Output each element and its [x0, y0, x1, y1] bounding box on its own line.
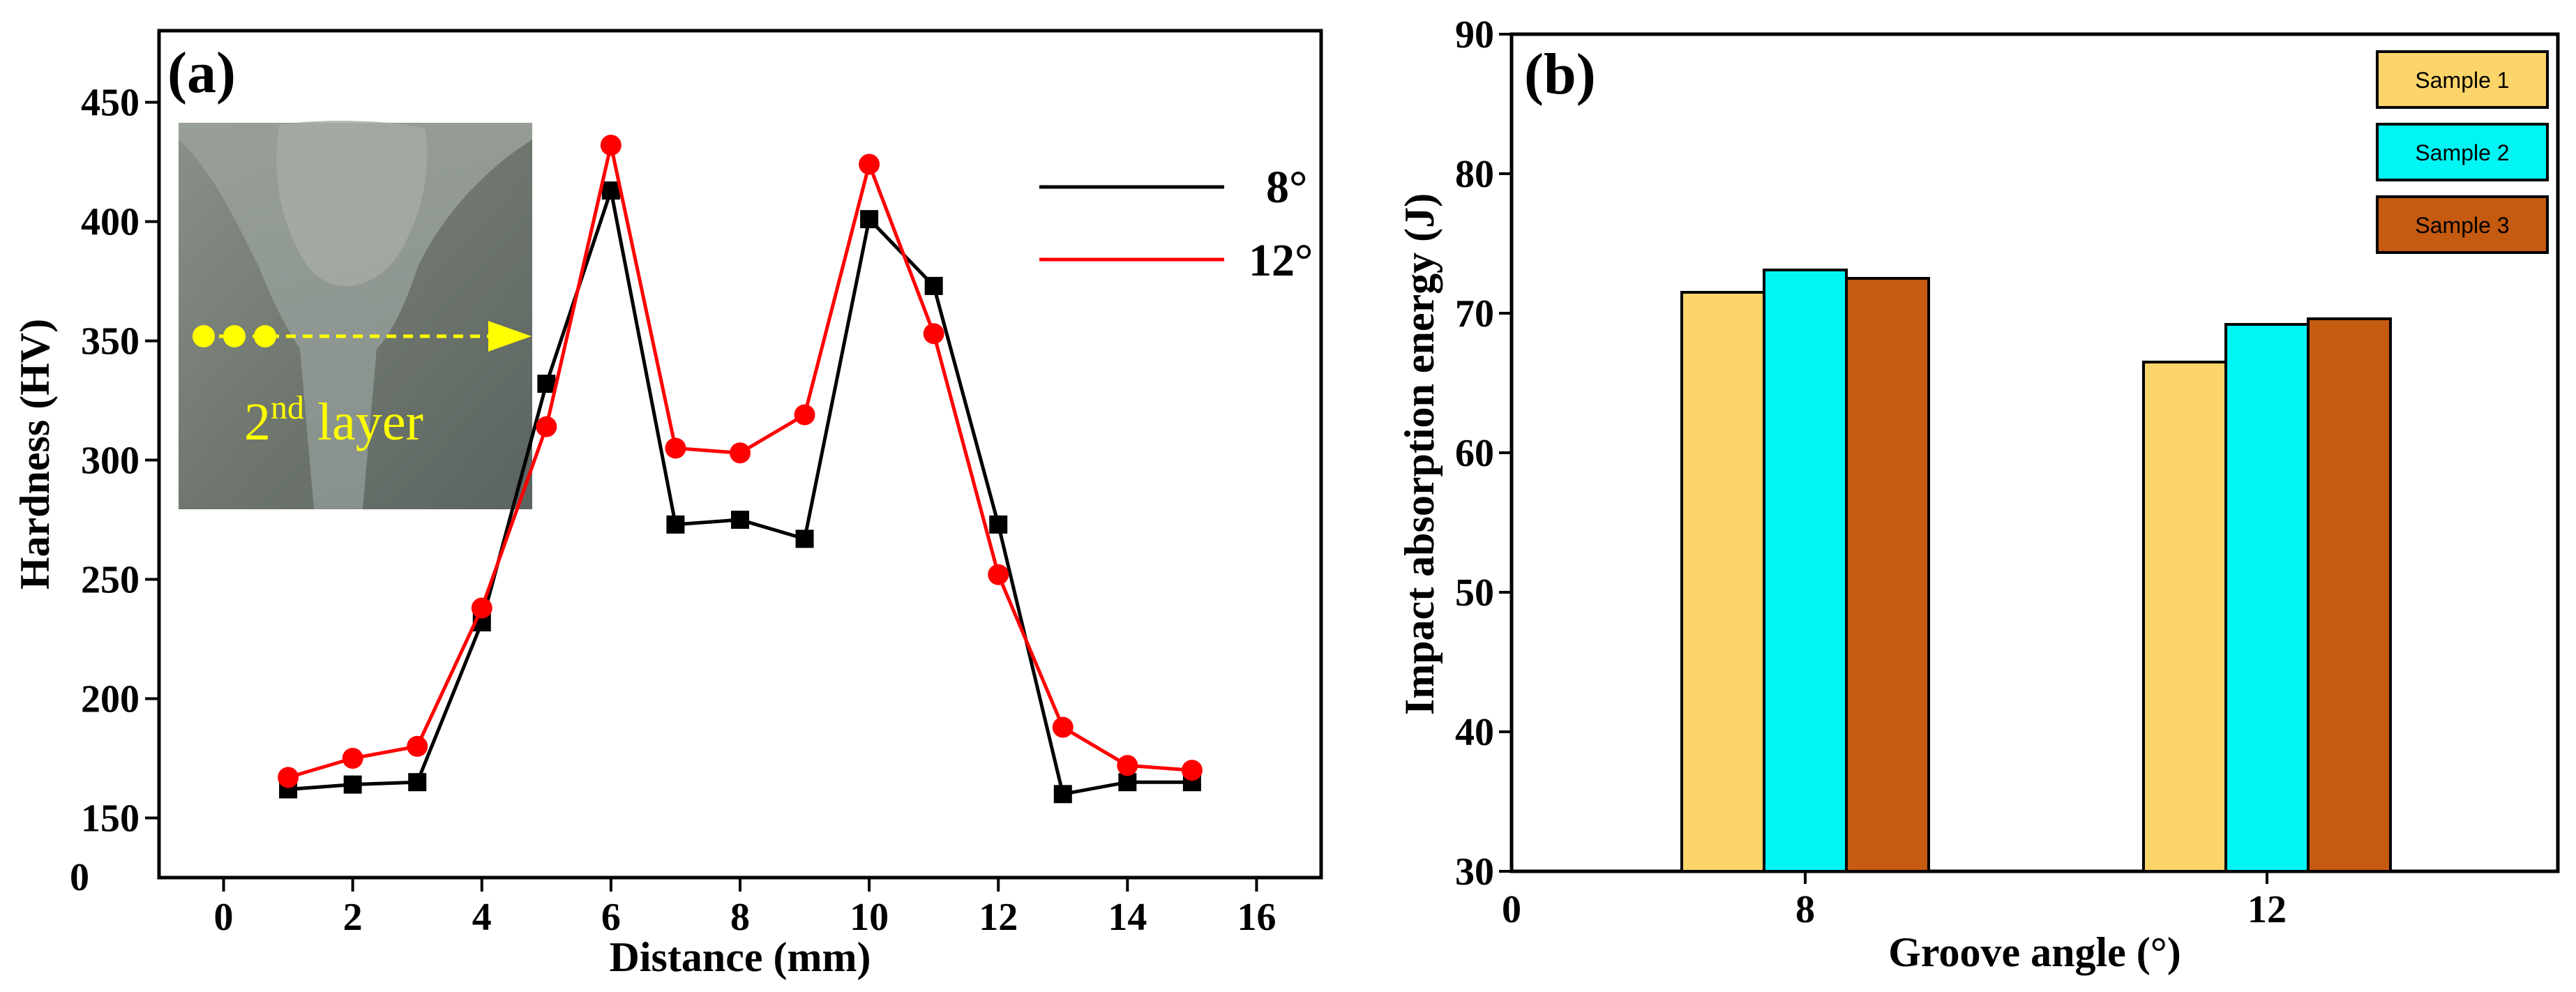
bar-8deg-sample-3: [1845, 277, 1930, 873]
point-12deg-15: [1181, 760, 1203, 781]
point-8deg-3: [408, 773, 427, 792]
panel-a-x-axis-title: Distance (mm): [610, 934, 871, 980]
y-tick-label-350: 350: [81, 320, 140, 363]
x-tick-label-2: 2: [343, 896, 363, 939]
panel-a-x-ticks: 0 2 4 6 8 10 12 14 16: [214, 878, 1276, 939]
panel-a-y-zero-label: 0: [70, 856, 89, 899]
point-8deg-8: [731, 511, 749, 529]
legend-label-sample-2: Sample 2: [2415, 140, 2509, 165]
panel-a-y-ticks: 150 200 250 300 350 400 450: [81, 82, 159, 841]
point-12deg-8: [730, 442, 751, 464]
point-8deg-10: [860, 210, 879, 229]
x-tick-label-16: 16: [1237, 896, 1276, 939]
inset-layer-label: 2nd layer: [244, 389, 423, 451]
point-8deg-2: [343, 775, 362, 794]
y-tick-label-200: 200: [81, 678, 140, 721]
panel-b-x-axis-title: Groove angle (°): [1888, 929, 2180, 975]
legend-label-12deg: 12°: [1249, 235, 1313, 286]
point-8deg-11: [924, 276, 943, 295]
bar-12deg-sample-1: [2142, 361, 2227, 873]
panel-b-x-ticks: 8 12: [1795, 871, 2287, 931]
bar-12deg-sample-3: [2307, 317, 2392, 873]
point-12deg-3: [407, 735, 428, 757]
panel-b-legend: Sample 1 Sample 2 Sample 3: [2376, 50, 2549, 254]
inset-micrograph: 2nd layer: [179, 121, 532, 509]
x-tick-label-14: 14: [1108, 896, 1147, 939]
point-8deg-7: [666, 515, 685, 534]
x-tick-label-6: 6: [601, 896, 621, 939]
point-12deg-6: [600, 135, 622, 156]
x-tick-label-0: 0: [214, 896, 234, 939]
y-tick-label-150: 150: [81, 797, 140, 841]
point-12deg-12: [988, 564, 1009, 585]
panel-a-label: (a): [167, 40, 236, 105]
bar-12deg-sample-2: [2224, 323, 2310, 873]
x-tick-label-b-8: 8: [1795, 888, 1815, 931]
indent-dot-1: [193, 325, 215, 347]
y-tick-label-b-90: 90: [1455, 13, 1494, 57]
y-tick-label-b-30: 30: [1455, 850, 1494, 894]
x-tick-label-10: 10: [850, 896, 889, 939]
panel-a-y-axis-title: Hardness (HV): [12, 319, 58, 589]
legend-swatch-sample-2: [2376, 123, 2549, 181]
y-tick-label-b-50: 50: [1455, 571, 1494, 615]
legend-label-8deg: 8°: [1266, 162, 1307, 213]
point-8deg-6: [601, 181, 620, 200]
indent-dot-2: [223, 325, 246, 347]
y-tick-label-300: 300: [81, 439, 140, 483]
bar-8deg-sample-1: [1680, 291, 1765, 873]
point-12deg-5: [536, 416, 557, 437]
x-tick-label-b-12: 12: [2247, 888, 2287, 931]
point-12deg-13: [1052, 716, 1074, 738]
weld-bead-shape: [179, 123, 532, 509]
point-12deg-10: [859, 153, 880, 175]
point-8deg-12: [989, 515, 1008, 534]
point-12deg-2: [342, 748, 363, 769]
panel-a-legend: 8° 12°: [1039, 162, 1313, 286]
legend-swatch-sample-1: [2376, 50, 2549, 109]
point-8deg-9: [795, 529, 814, 548]
bar-8deg-sample-2: [1763, 269, 1848, 873]
point-12deg-9: [794, 404, 815, 426]
point-12deg-7: [665, 437, 686, 459]
point-8deg-5: [537, 375, 556, 393]
point-8deg-14: [1118, 773, 1137, 792]
panel-b-x-origin-label: 0: [1502, 888, 1521, 931]
y-tick-label-250: 250: [81, 559, 140, 602]
point-12deg-1: [278, 767, 299, 788]
panel-b: (b) 30 40 50 60 70 80 90 8 12 0 Groove angle (°…: [1396, 13, 2560, 975]
y-tick-label-450: 450: [81, 82, 140, 125]
indent-arrow-head: [488, 321, 532, 352]
panel-b-bars: [1680, 269, 2392, 873]
panel-b-y-axis-title: Impact absorption energy (J): [1396, 193, 1443, 715]
point-12deg-4: [471, 597, 492, 619]
panel-b-y-ticks: 30 40 50 60 70 80 90: [1455, 13, 1512, 894]
y-tick-label-b-60: 60: [1455, 432, 1494, 475]
point-12deg-14: [1117, 755, 1138, 776]
indent-dot-3: [254, 325, 276, 347]
panel-b-label: (b): [1524, 42, 1596, 107]
x-tick-label-8: 8: [730, 896, 750, 939]
panel-a: (a) 0 2 4 6 8 10 12 14 16 150200250300350400450 …: [12, 29, 1323, 980]
y-tick-label-b-40: 40: [1455, 711, 1494, 754]
y-tick-label-400: 400: [81, 201, 140, 244]
y-tick-label-b-70: 70: [1455, 292, 1494, 336]
legend-label-sample-1: Sample 1: [2415, 68, 2509, 93]
panel-a-series: [278, 135, 1203, 804]
x-tick-label-12: 12: [979, 896, 1018, 939]
point-12deg-11: [923, 323, 944, 345]
x-tick-label-4: 4: [472, 896, 492, 939]
point-8deg-13: [1053, 785, 1072, 804]
legend-label-sample-3: Sample 3: [2415, 213, 2509, 238]
y-tick-label-b-80: 80: [1455, 153, 1494, 196]
weld-root-shape: [276, 121, 428, 286]
legend-swatch-sample-3: [2376, 195, 2549, 254]
